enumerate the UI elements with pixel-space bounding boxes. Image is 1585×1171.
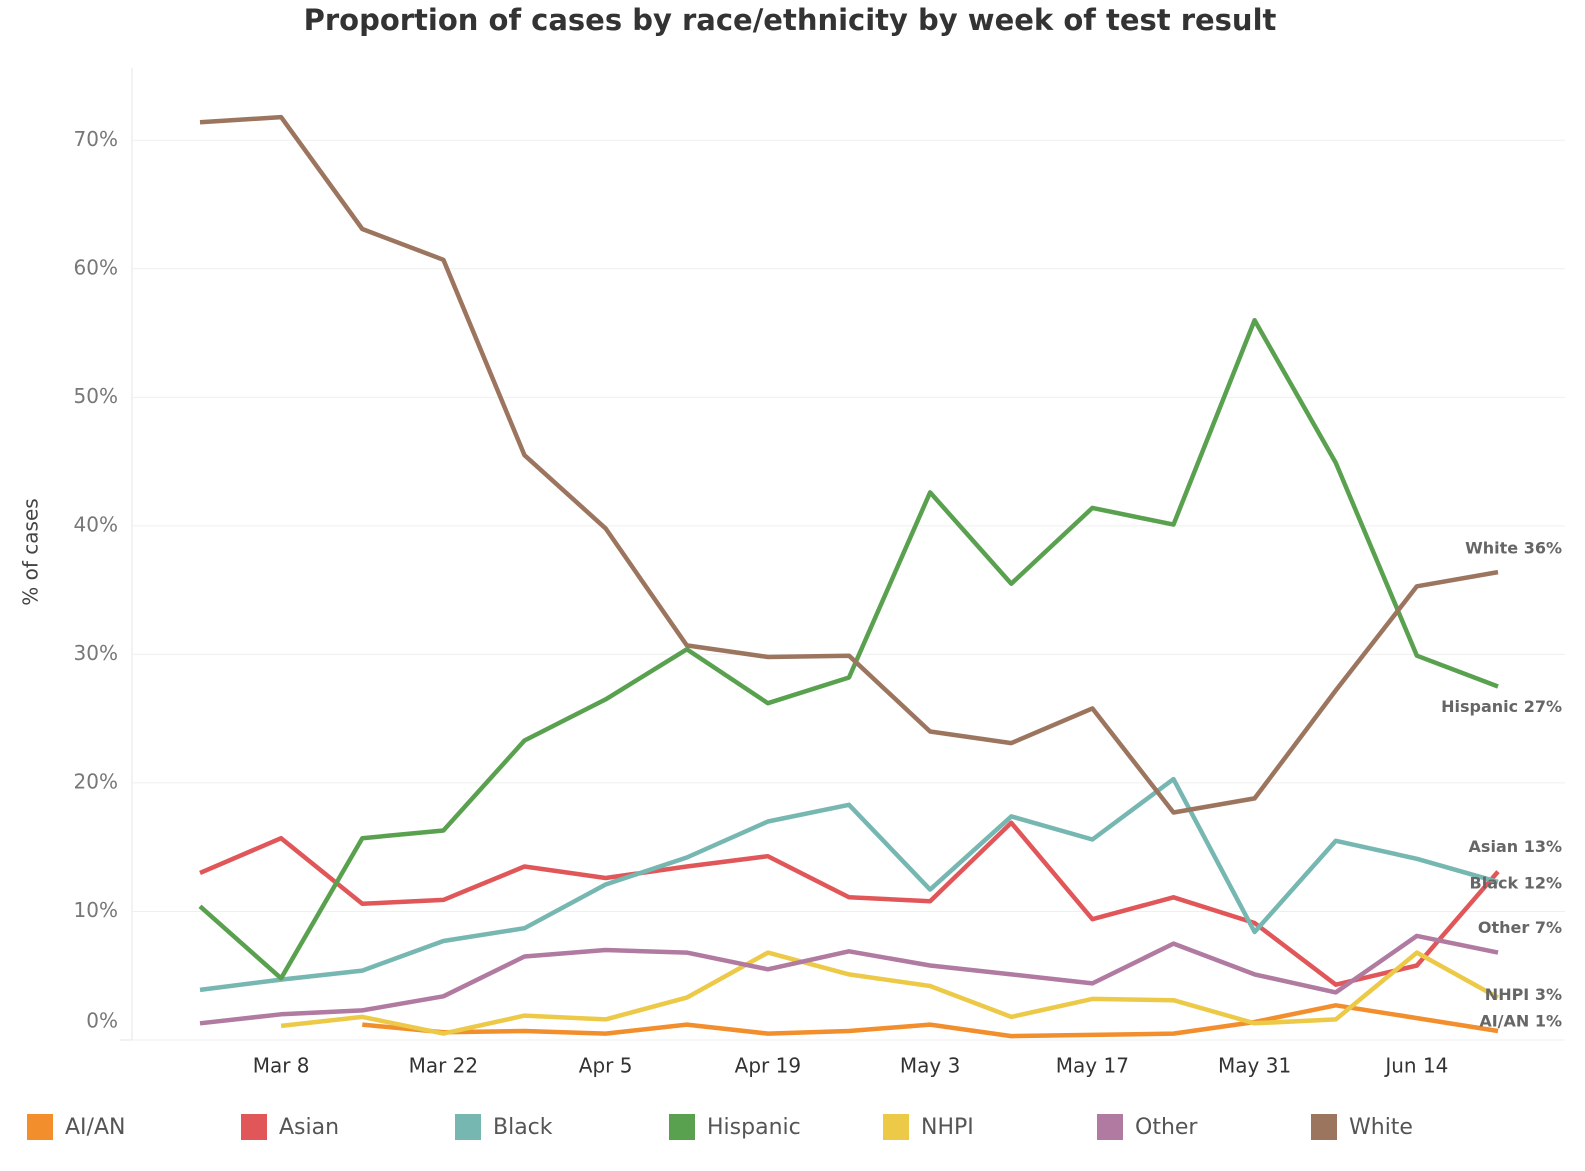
legend-swatch bbox=[1097, 1114, 1123, 1140]
chart-title: Proportion of cases by race/ethnicity by… bbox=[304, 3, 1277, 37]
legend-label: NHPI bbox=[921, 1115, 974, 1140]
x-tick-label: Jun 14 bbox=[1383, 1054, 1448, 1078]
x-tick-label: May 3 bbox=[900, 1054, 960, 1078]
series-line bbox=[198, 317, 1499, 981]
legend-swatch bbox=[883, 1114, 909, 1140]
legend-label: Black bbox=[493, 1115, 553, 1140]
series-line bbox=[199, 933, 1499, 1026]
legend-swatch bbox=[1311, 1114, 1337, 1140]
x-tick-label: May 31 bbox=[1218, 1054, 1291, 1078]
legend-swatch bbox=[455, 1114, 481, 1140]
y-tick-label: 50% bbox=[74, 384, 118, 408]
legend-label: Asian bbox=[279, 1115, 339, 1140]
end-label: Other 7% bbox=[1478, 918, 1562, 937]
x-tick-label: Mar 8 bbox=[253, 1054, 310, 1078]
x-tick-label: Apr 5 bbox=[579, 1054, 633, 1078]
end-label: Black 12% bbox=[1470, 873, 1562, 892]
series-line bbox=[199, 776, 1499, 993]
legend-label: Hispanic bbox=[707, 1115, 801, 1140]
legend-label: AI/AN bbox=[65, 1115, 125, 1140]
end-label: AI/AN 1% bbox=[1479, 1012, 1562, 1031]
end-label: NHPI 3% bbox=[1485, 985, 1562, 1004]
series-line bbox=[199, 820, 1500, 987]
legend-label: White bbox=[1349, 1115, 1413, 1140]
y-tick-label: 10% bbox=[74, 898, 118, 922]
legend-swatch bbox=[669, 1114, 695, 1140]
x-tick-label: Apr 19 bbox=[735, 1054, 801, 1078]
legend-swatch bbox=[27, 1114, 53, 1140]
legend-swatch bbox=[241, 1114, 267, 1140]
y-tick-label: 0% bbox=[86, 1009, 118, 1033]
series-line bbox=[280, 950, 1500, 1036]
end-label: Asian 13% bbox=[1469, 837, 1562, 856]
y-tick-label: 70% bbox=[74, 127, 118, 151]
legend-label: Other bbox=[1135, 1115, 1198, 1140]
x-tick-label: Mar 22 bbox=[409, 1054, 479, 1078]
y-axis-label: % of cases bbox=[19, 498, 43, 605]
end-label: Hispanic 27% bbox=[1441, 697, 1562, 716]
y-tick-label: 40% bbox=[74, 512, 118, 536]
end-label: White 36% bbox=[1465, 539, 1562, 558]
x-tick-label: May 17 bbox=[1056, 1054, 1129, 1078]
series-line bbox=[362, 1003, 1499, 1039]
y-tick-label: 20% bbox=[74, 769, 118, 793]
y-tick-label: 30% bbox=[74, 641, 118, 665]
y-tick-label: 60% bbox=[74, 255, 118, 279]
series-line bbox=[199, 114, 1499, 815]
